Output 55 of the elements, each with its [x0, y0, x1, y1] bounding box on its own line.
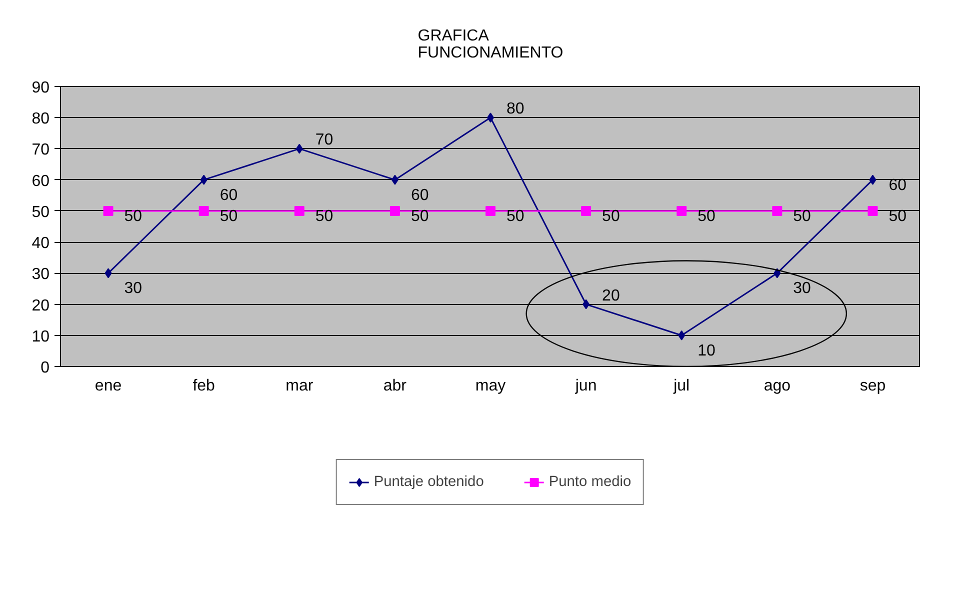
point — [390, 206, 400, 216]
x-tick-label: sep — [860, 378, 886, 394]
data-label: 10 — [698, 342, 716, 360]
point — [676, 206, 687, 216]
data-label: 80 — [506, 100, 524, 118]
point — [296, 144, 303, 154]
data-label: 30 — [124, 280, 142, 298]
y-tick-label: 80 — [32, 110, 50, 128]
x-tick-label: jul — [672, 378, 690, 394]
data-label: 60 — [410, 186, 429, 204]
data-label: 50 — [698, 208, 716, 225]
y-tick-label: 30 — [32, 266, 50, 284]
point — [582, 299, 590, 310]
data-label: 50 — [124, 208, 142, 225]
data-label: 60 — [220, 186, 238, 204]
y-tick-label: 50 — [32, 204, 50, 221]
x-tick-label: abr — [383, 378, 408, 394]
point — [678, 330, 686, 340]
point — [486, 206, 496, 216]
data-label: 50 — [602, 208, 620, 225]
point — [774, 268, 781, 278]
x-tick-label: jun — [574, 378, 597, 394]
y-tick-label: 10 — [32, 328, 50, 346]
point — [200, 174, 208, 185]
data-label: 20 — [602, 287, 620, 304]
point — [869, 174, 876, 185]
data-label: 50 — [220, 208, 238, 225]
y-tick-label: 40 — [32, 235, 50, 252]
point — [103, 206, 114, 216]
legend-label: Punto medio — [548, 474, 632, 490]
point — [868, 206, 878, 216]
data-label: 70 — [315, 132, 334, 149]
x-tick-label: feb — [192, 378, 216, 394]
chart-title: GRAFICA FUNCIONAMIENTO — [418, 28, 564, 62]
data-label: 50 — [793, 208, 812, 225]
y-tick-label: 60 — [32, 172, 50, 190]
data-label: 30 — [793, 280, 812, 298]
x-tick-label: ago — [764, 378, 791, 394]
data-label: 50 — [315, 208, 334, 225]
point — [772, 206, 782, 216]
y-tick-label: 0 — [40, 360, 50, 376]
legend-label: Puntaje obtenido — [374, 474, 484, 490]
data-label: 50 — [506, 208, 524, 225]
point — [581, 206, 592, 216]
point — [198, 206, 209, 216]
x-tick-label: mar — [286, 378, 314, 394]
point — [294, 206, 304, 216]
y-tick-label: 90 — [32, 80, 50, 96]
x-tick-label: may — [475, 378, 506, 394]
data-label: 50 — [410, 208, 429, 225]
x-tick-label: ene — [94, 378, 122, 394]
y-tick-label: 20 — [32, 297, 50, 314]
point — [104, 268, 112, 278]
point — [391, 174, 398, 185]
y-tick-label: 70 — [32, 142, 50, 159]
